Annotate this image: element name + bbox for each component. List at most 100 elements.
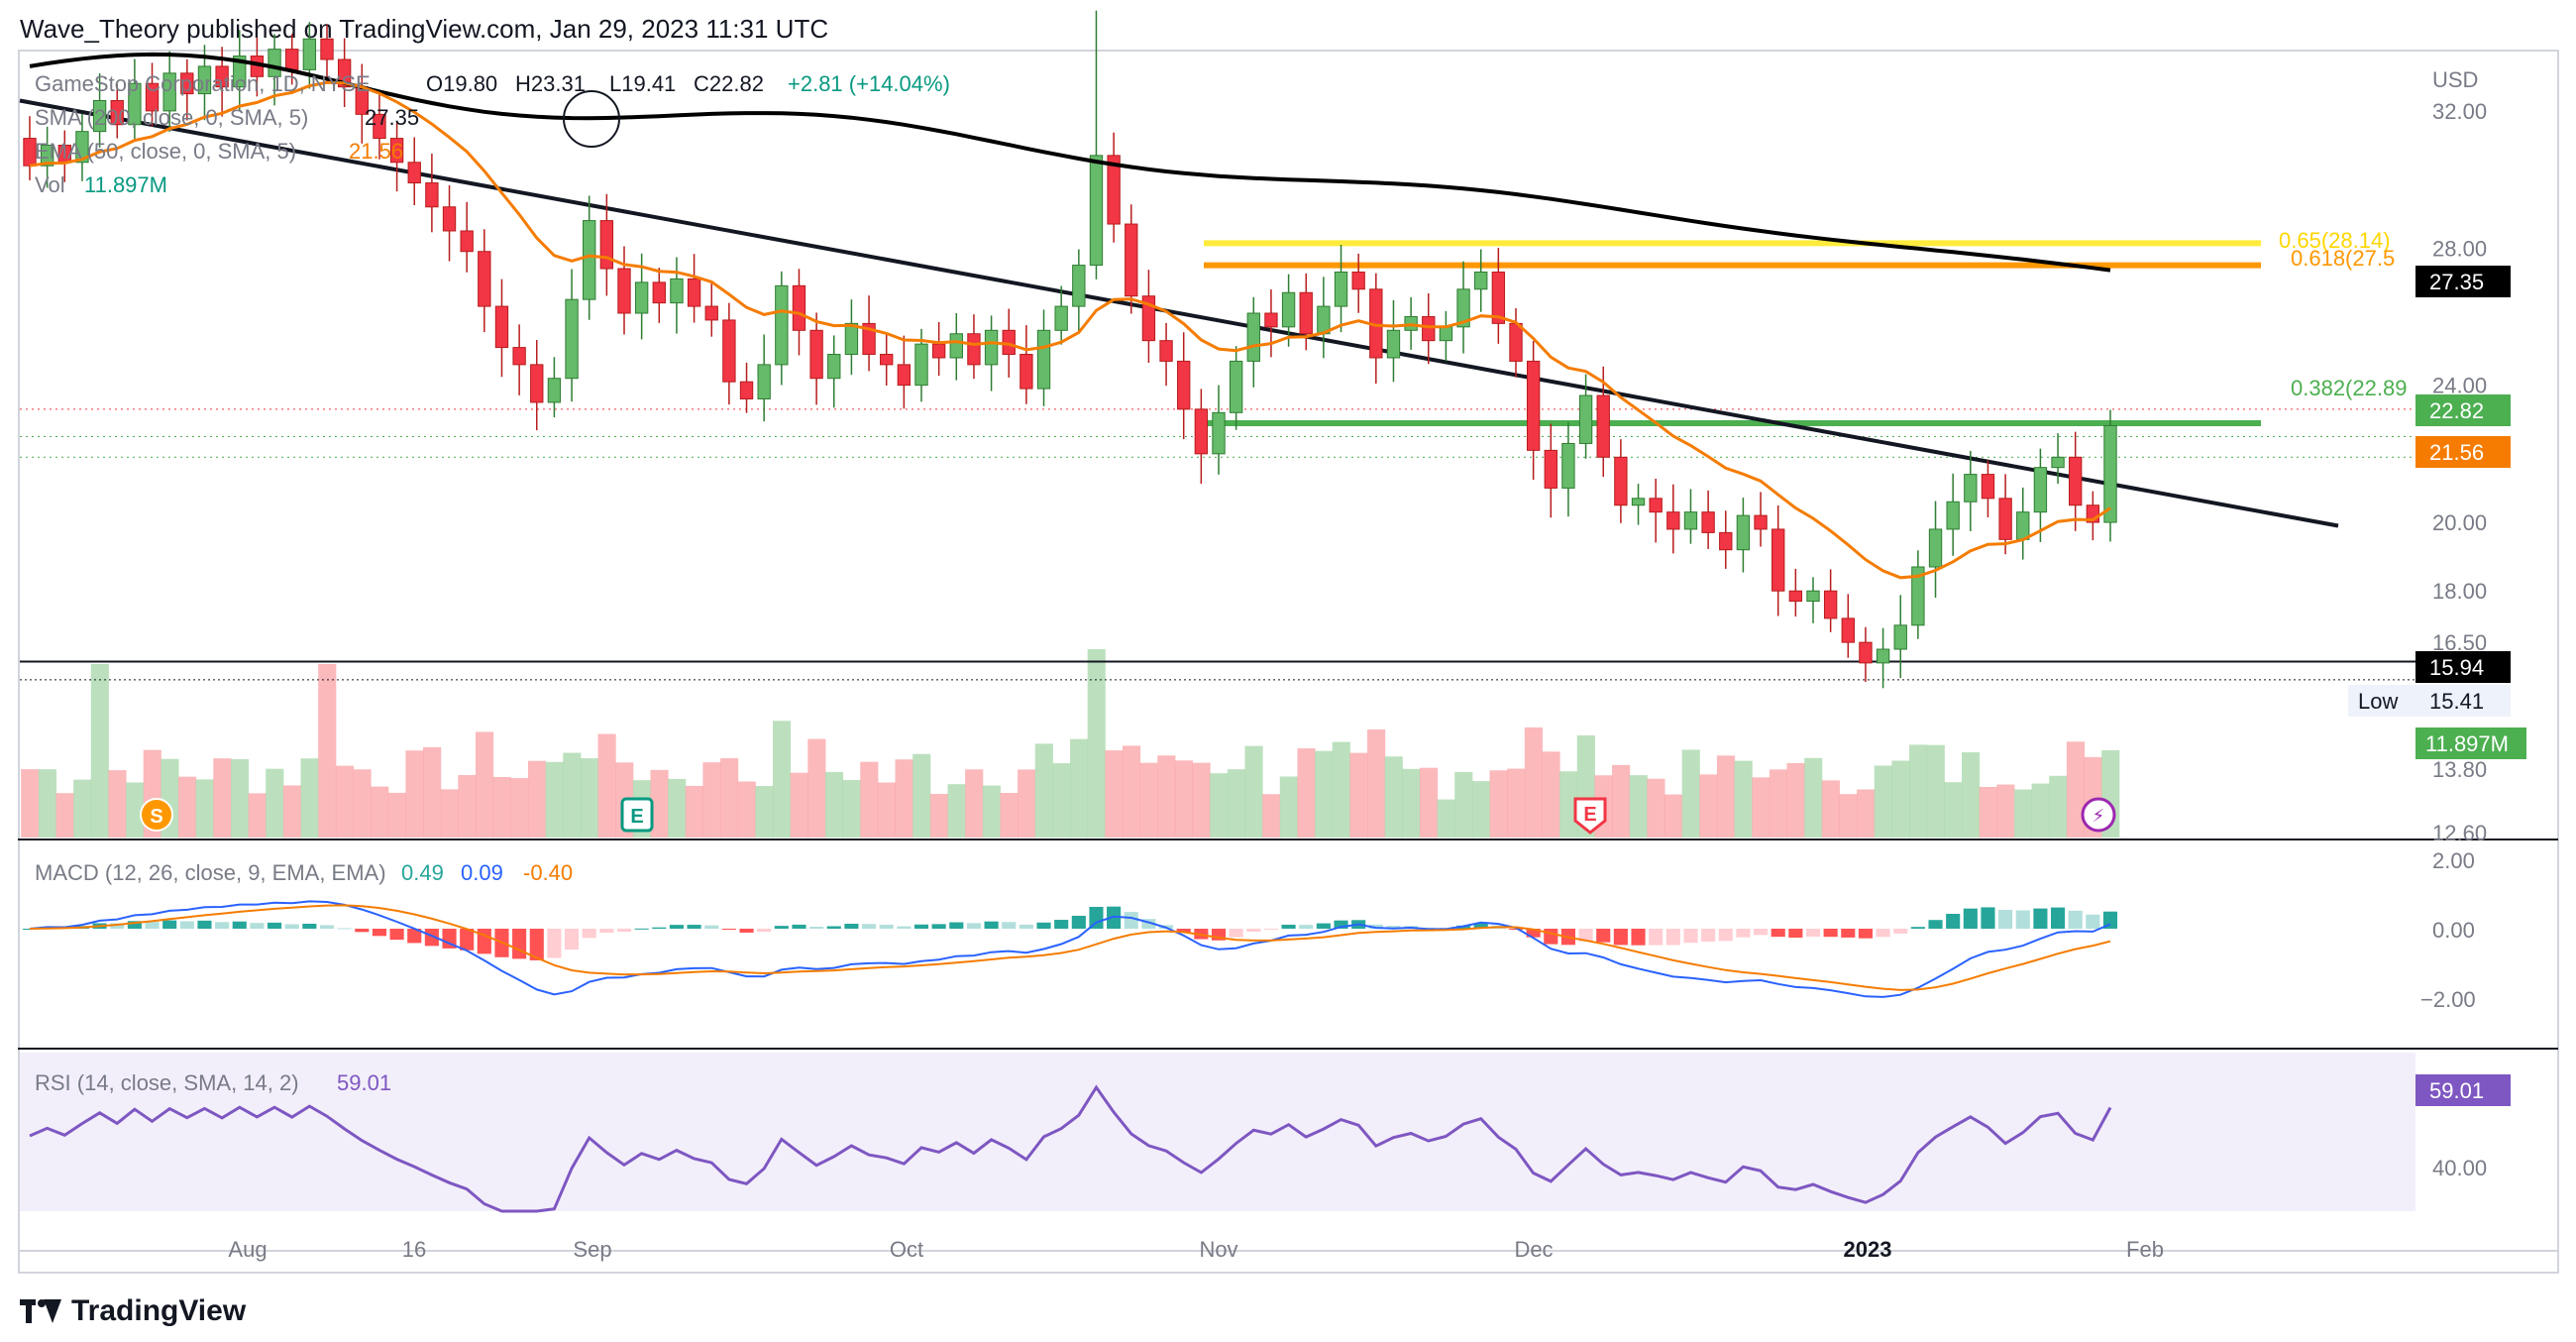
macd-histogram-bar	[1036, 922, 1051, 929]
macd-histogram-bar	[1649, 929, 1664, 946]
macd-label: MACD (12, 26, close, 9, EMA, EMA)	[35, 860, 386, 885]
candle-body	[617, 268, 631, 314]
macd-histogram-bar	[268, 922, 282, 929]
candle-body	[583, 220, 596, 300]
macd-histogram-bar	[22, 929, 38, 930]
earnings-event-label-2: E	[1583, 804, 1596, 826]
volume-bar	[2031, 783, 2050, 838]
support-badge	[2415, 651, 2511, 683]
macd-histogram-bar	[284, 924, 299, 929]
volume-bar	[912, 753, 931, 838]
candle-body	[1054, 305, 1068, 331]
candle-body	[1351, 271, 1365, 290]
macd-histogram-bar	[110, 923, 125, 929]
rsi-layer	[29, 1084, 2112, 1213]
candle-body	[233, 56, 247, 88]
volume-bar	[266, 768, 284, 838]
macd-histogram-bar	[145, 922, 160, 929]
volume-badge-text: 11.897M	[2425, 731, 2509, 756]
volume-bar	[492, 776, 511, 838]
macd-histogram-bar	[565, 929, 580, 951]
macd-histogram-bar	[407, 929, 422, 944]
macd-histogram-bar	[1544, 929, 1558, 945]
candle-body	[1526, 360, 1541, 451]
candle-body	[827, 354, 841, 380]
macd-histogram-bar	[1596, 929, 1611, 943]
candle-body	[1264, 312, 1278, 328]
legend-ema50: EMA (50, close, 0, SMA, 5)	[35, 139, 296, 164]
macd-histogram-bar	[2068, 910, 2083, 929]
macd-histogram-bar	[1176, 929, 1191, 933]
candle-body	[722, 319, 736, 383]
volume-bar	[1996, 784, 2015, 838]
candle-body	[1666, 511, 1680, 530]
macd-histogram-bar	[1089, 906, 1104, 929]
low-badge-label: Low	[2358, 689, 2398, 714]
candle-body	[1998, 498, 2012, 540]
macd-histogram-bar	[1823, 929, 1838, 938]
volume-bar	[1612, 764, 1631, 838]
volume-bar	[1857, 789, 1876, 838]
candle-body	[478, 251, 491, 307]
candle-body	[285, 49, 299, 70]
macd-histogram-bar	[2015, 910, 2030, 929]
volume-bar	[1909, 744, 1928, 838]
candle-body	[1683, 511, 1698, 530]
volume-bar	[824, 771, 844, 838]
candle-body	[1823, 590, 1838, 619]
tradingview-logo-icon	[20, 1299, 61, 1323]
volume-bar	[1874, 765, 1892, 838]
volume-bar	[21, 769, 40, 838]
candle-body	[1036, 329, 1051, 390]
volume-bar	[1315, 750, 1334, 838]
macd-histogram-bar	[2086, 914, 2100, 929]
rsi-label: RSI (14, close, SMA, 14, 2)	[35, 1070, 299, 1095]
earnings-event-icon-2[interactable]	[1573, 797, 1607, 835]
volume-bar	[230, 758, 250, 838]
macd-signal-value: -0.40	[523, 860, 573, 885]
macd-histogram-bar	[424, 929, 439, 947]
candle-body	[1841, 617, 1855, 643]
volume-bar	[1769, 769, 1788, 838]
candle-body	[442, 206, 457, 232]
volume-bar	[405, 750, 424, 838]
candle-body	[1177, 360, 1191, 410]
macd-histogram-bar	[1876, 929, 1890, 938]
macd-histogram-bar	[1981, 907, 1995, 929]
volume-bar	[440, 789, 459, 838]
flash-event-icon[interactable]	[2081, 797, 2116, 833]
split-event-icon[interactable]	[140, 798, 173, 832]
candle-body	[1334, 271, 1348, 307]
footer-brand[interactable]: TradingView	[20, 1294, 246, 1328]
macd-histogram-bar	[2033, 908, 2048, 929]
legend-ema50-value: 21.56	[349, 139, 403, 164]
candle-body	[2103, 424, 2117, 523]
macd-histogram-bar	[1963, 908, 1978, 929]
volume-bar	[947, 784, 966, 838]
macd-histogram-bar	[1858, 929, 1873, 939]
candle-body	[949, 333, 963, 359]
price-tick: 32.00	[2432, 99, 2487, 124]
volume-bar	[1087, 649, 1106, 838]
macd-histogram-bar	[1754, 929, 1769, 936]
volume-bar	[650, 769, 669, 838]
candle-body	[215, 65, 229, 88]
publisher-header: Wave_Theory published on TradingView.com…	[20, 14, 829, 44]
volume-bar	[476, 731, 494, 838]
last-price-badge	[2415, 394, 2511, 426]
macd-histogram-bar	[1998, 909, 2013, 929]
volume-bar	[668, 778, 687, 838]
ema50-line	[29, 80, 2111, 580]
volume-bar	[807, 738, 826, 838]
volume-bar	[1962, 752, 1981, 838]
candle-body	[775, 284, 789, 366]
macd-histogram-bar	[1386, 926, 1401, 929]
volume-bar	[527, 760, 547, 838]
rsi-line	[29, 1084, 2112, 1213]
volume-bar	[1944, 782, 1963, 838]
earnings-event-icon[interactable]	[620, 797, 654, 833]
candle-body	[1631, 498, 1646, 506]
macd-histogram-bar	[1946, 914, 1961, 929]
volume-bar	[773, 721, 792, 838]
